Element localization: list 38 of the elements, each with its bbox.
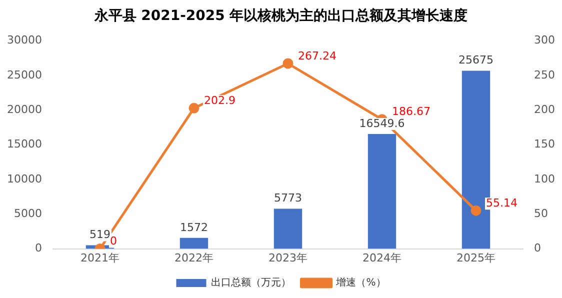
data-label: 186.67	[392, 105, 430, 118]
chart-title: 永平县 2021-2025 年以核桃为主的出口总额及其增长速度	[93, 7, 468, 24]
bar	[274, 208, 302, 249]
data-label: 5773	[274, 192, 302, 205]
point	[470, 205, 482, 216]
y-tick-label: 15000	[6, 138, 42, 151]
legend-label: 出口总额（万元）	[211, 276, 292, 289]
y-tick-label: 25000	[6, 68, 42, 82]
y-tick-label: 5000	[14, 206, 42, 220]
bar	[180, 238, 208, 249]
x-tick-label: 2023年	[268, 251, 308, 264]
point	[282, 58, 294, 69]
data-label: 1572	[180, 220, 208, 234]
x-tick-label: 2025年	[456, 251, 496, 264]
data-label: 55.14	[486, 196, 518, 210]
y2-tick-label: 300	[534, 34, 556, 47]
y2-tick-label: 250	[534, 68, 556, 82]
data-label: 16549.6	[359, 116, 405, 130]
point	[188, 102, 200, 114]
legend-label: 增速（%）	[335, 276, 386, 289]
y2-tick-label: 100	[534, 172, 556, 186]
y2-tick-label: 150	[534, 138, 556, 151]
y-tick-label: 10000	[6, 172, 42, 186]
y2-tick-label: 0	[534, 242, 542, 255]
y-tick-label: 0	[34, 242, 42, 255]
y2-tick-label: 200	[534, 102, 556, 116]
y-tick-label: 20000	[6, 102, 42, 116]
data-label: 267.24	[298, 49, 336, 62]
data-label: 519	[89, 228, 110, 242]
data-label: 0	[110, 234, 117, 248]
data-label: 202.9	[204, 94, 236, 107]
x-tick-label: 2022年	[174, 251, 214, 264]
y2-tick-label: 50	[534, 206, 548, 220]
data-label: 25675	[458, 54, 494, 67]
bar	[368, 134, 396, 249]
x-tick-label: 2021年	[80, 251, 120, 264]
x-tick-label: 2024年	[362, 251, 402, 264]
y-tick-label: 30000	[6, 34, 42, 47]
